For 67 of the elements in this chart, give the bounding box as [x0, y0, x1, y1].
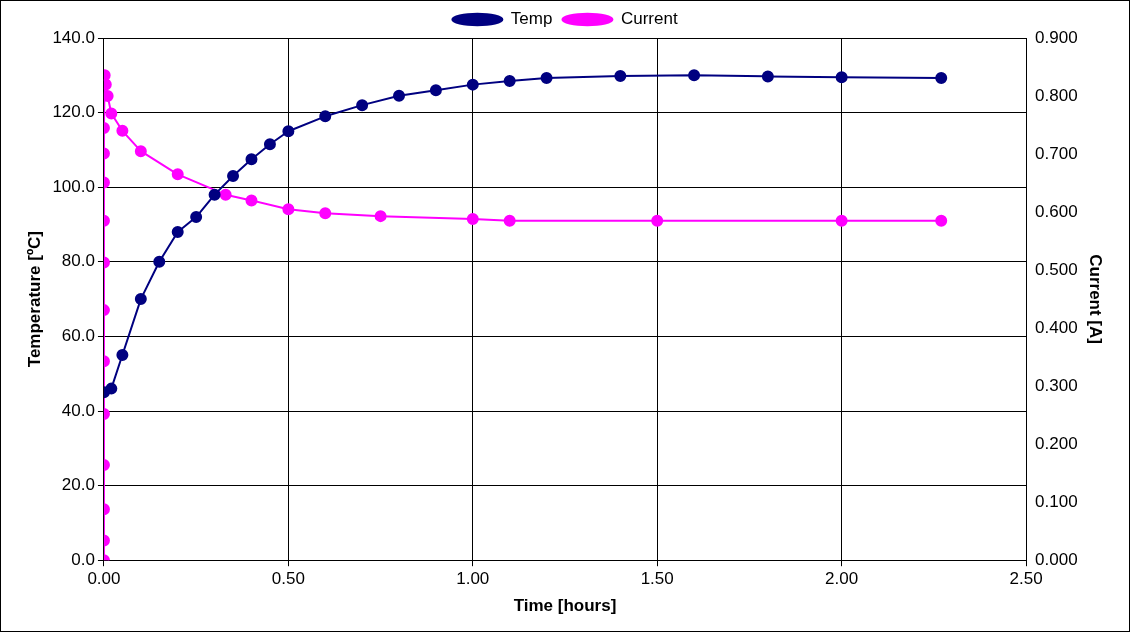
point — [374, 210, 387, 223]
point — [688, 69, 701, 82]
y-axis-title: Temperature [ºC] — [24, 230, 44, 368]
point — [134, 145, 147, 158]
y2-tick-label: 0.300 — [1035, 375, 1078, 395]
y-tick-label: 40.0 — [61, 400, 95, 420]
x-tick-label: 1.00 — [456, 569, 490, 589]
y-tick-label: 100.0 — [52, 176, 95, 196]
point — [466, 78, 479, 91]
y-tick-label: 120.0 — [52, 102, 95, 122]
point — [503, 74, 516, 87]
point — [263, 138, 276, 151]
y2-tick-label: 0.900 — [1035, 27, 1078, 47]
point — [134, 293, 147, 306]
y-tick-label: 140.0 — [52, 27, 95, 47]
point — [171, 168, 184, 181]
point — [116, 124, 129, 137]
y-tick-label: 80.0 — [61, 251, 95, 271]
point — [245, 153, 258, 166]
legend-label: Current — [620, 9, 678, 29]
point — [245, 194, 258, 207]
point — [116, 349, 129, 362]
y2-tick-label: 0.800 — [1035, 85, 1078, 105]
point — [105, 107, 118, 120]
y-tick-label: 20.0 — [61, 475, 95, 495]
x-tick-label: 2.00 — [825, 569, 859, 589]
point — [935, 71, 948, 84]
y2-axis-title: Current [A] — [1086, 254, 1106, 344]
x-tick-label: 2.50 — [1009, 569, 1043, 589]
x-axis-title: Time [hours] — [513, 596, 617, 616]
y-tick-label: 60.0 — [61, 326, 95, 346]
point — [282, 125, 295, 138]
point — [651, 214, 664, 227]
x-tick-label: 0.50 — [271, 569, 305, 589]
point — [761, 70, 774, 83]
point — [429, 84, 442, 97]
point — [319, 110, 332, 123]
point — [319, 207, 332, 220]
x-tick-label: 0.00 — [87, 569, 121, 589]
point — [171, 225, 184, 238]
point — [356, 99, 369, 112]
point — [466, 213, 479, 226]
point — [190, 211, 203, 224]
point — [153, 255, 166, 268]
y2-tick-label: 0.600 — [1035, 201, 1078, 221]
y2-tick-label: 0.500 — [1035, 259, 1078, 279]
y2-tick-label: 0.400 — [1035, 317, 1078, 337]
point — [219, 188, 232, 201]
point — [393, 89, 406, 102]
x-tick-label: 1.50 — [640, 569, 674, 589]
point — [503, 214, 516, 227]
y2-tick-label: 0.000 — [1035, 549, 1078, 569]
point — [103, 90, 114, 103]
y2-tick-label: 0.200 — [1035, 433, 1078, 453]
y2-tick-label: 0.100 — [1035, 491, 1078, 511]
point — [105, 382, 118, 395]
point — [282, 203, 295, 216]
point — [208, 188, 221, 201]
point — [540, 71, 553, 84]
point — [935, 214, 948, 227]
point — [227, 170, 240, 183]
point — [835, 71, 848, 84]
y-tick-label: 0.0 — [71, 549, 95, 569]
legend-label: Temp — [510, 9, 553, 29]
y2-tick-label: 0.700 — [1035, 143, 1078, 163]
point — [614, 70, 627, 83]
point — [835, 214, 848, 227]
